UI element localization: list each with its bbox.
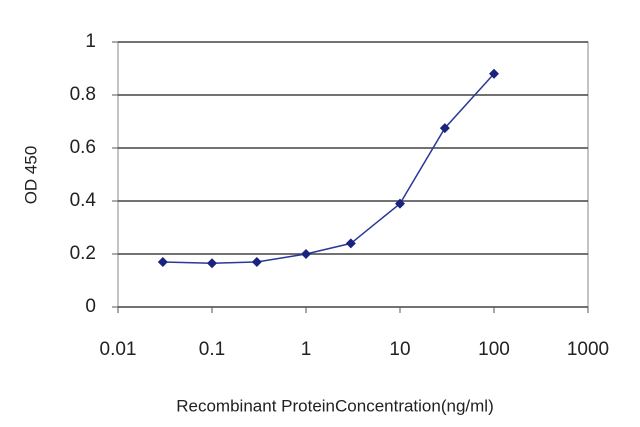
data-point xyxy=(301,249,311,259)
data-point xyxy=(489,68,499,79)
x-axis-title: Recombinant ProteinConcentration(ng/ml) xyxy=(176,396,494,415)
x-tick-label: 1000 xyxy=(567,339,609,360)
y-tick-label: 1 xyxy=(85,31,96,52)
data-point xyxy=(345,238,356,249)
y-tick-label: 0.4 xyxy=(70,190,97,211)
data-point xyxy=(251,256,262,267)
data-point xyxy=(395,198,405,209)
y-tick-label: 0.2 xyxy=(70,243,96,264)
series-line xyxy=(162,73,495,265)
y-tick-label: 0.8 xyxy=(70,84,96,105)
data-point xyxy=(207,258,217,269)
x-tick-label: 0.1 xyxy=(199,339,225,360)
x-tick-label: 0.01 xyxy=(100,339,137,360)
data-point xyxy=(157,256,168,267)
y-tick-label: 0 xyxy=(85,296,96,317)
y-tick-label: 0.6 xyxy=(70,137,96,158)
data-point xyxy=(439,123,450,134)
x-tick-label: 1 xyxy=(301,339,312,360)
x-tick-label: 100 xyxy=(478,339,510,360)
x-tick-label: 10 xyxy=(389,339,410,360)
y-axis-title: OD 450 xyxy=(21,146,40,205)
plot-frame xyxy=(117,41,589,308)
